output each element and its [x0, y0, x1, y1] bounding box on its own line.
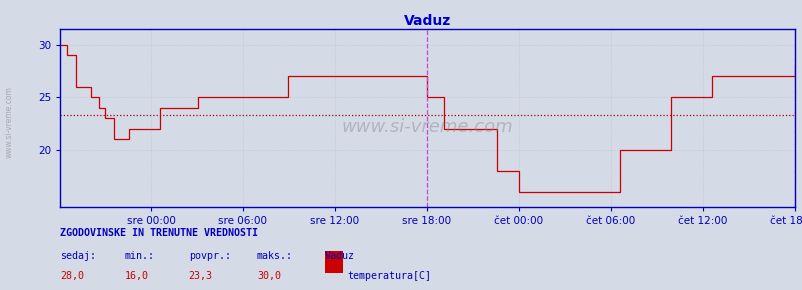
Text: sedaj:: sedaj: [60, 251, 96, 261]
Text: maks.:: maks.: [257, 251, 293, 261]
Text: 30,0: 30,0 [257, 271, 281, 281]
Text: 28,0: 28,0 [60, 271, 84, 281]
Text: povpr.:: povpr.: [188, 251, 230, 261]
Title: Vaduz: Vaduz [403, 14, 451, 28]
Text: ZGODOVINSKE IN TRENUTNE VREDNOSTI: ZGODOVINSKE IN TRENUTNE VREDNOSTI [60, 228, 258, 238]
Text: www.si-vreme.com: www.si-vreme.com [5, 86, 14, 158]
Text: min.:: min.: [124, 251, 154, 261]
Text: temperatura[C]: temperatura[C] [347, 271, 431, 281]
Text: 23,3: 23,3 [188, 271, 213, 281]
Text: www.si-vreme.com: www.si-vreme.com [342, 118, 512, 136]
Text: Vaduz: Vaduz [325, 251, 354, 261]
Text: 16,0: 16,0 [124, 271, 148, 281]
